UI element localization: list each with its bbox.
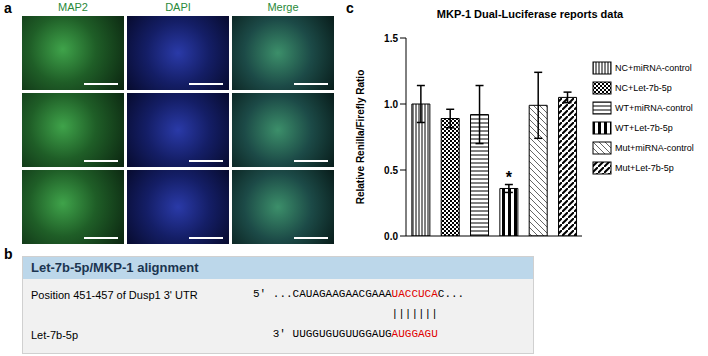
html-text:a: a — [4, 0, 12, 16]
svg-text:*: * — [506, 169, 513, 186]
html-text:Let-7b-5p: Let-7b-5p — [31, 329, 79, 341]
svg-text:1.5: 1.5 — [384, 33, 398, 44]
html-text:WT+Let-7b-5p: WT+Let-7b-5p — [615, 123, 673, 133]
html-text:c: c — [346, 0, 354, 16]
svg-text:Relative Renilla/Firefly Ratio: Relative Renilla/Firefly Ratio — [355, 70, 366, 205]
svg-text:0.5: 0.5 — [384, 165, 398, 176]
html-text:MAP2: MAP2 — [58, 1, 88, 13]
html-text:WT+miRNA-control: WT+miRNA-control — [615, 103, 693, 113]
html-text:b: b — [4, 246, 13, 262]
html-text:NC+Let-7b-5p: NC+Let-7b-5p — [615, 83, 672, 93]
html-text:Position 451-457 of Dusp1 3' U: Position 451-457 of Dusp1 3' UTR — [31, 289, 198, 301]
html-text:Mut+Let-7b-5p: Mut+Let-7b-5p — [615, 163, 674, 173]
html-text:3' UUGGUGUGUUGGAUG AUGGAGU: 3' UUGGUGUGUUGGAUG AUGGAGU — [272, 328, 438, 340]
html-text:Mut+miRNA-control: Mut+miRNA-control — [615, 143, 694, 153]
svg-text:1.0: 1.0 — [384, 99, 398, 110]
html-text:Merge: Merge — [267, 1, 299, 13]
html-text:Let-7b-5p/MKP-1 alignment: Let-7b-5p/MKP-1 alignment — [31, 260, 199, 275]
html-text:MKP-1 Dual-Luciferase reports: MKP-1 Dual-Luciferase reports data — [436, 8, 624, 20]
svg-text:0.0: 0.0 — [384, 231, 398, 242]
html-text:5' ...CAUAGAAGAACGAAA UACCUCA: 5' ...CAUAGAAGAACGAAA UACCUCA C... — [253, 288, 465, 300]
html-text:NC+miRNA-control: NC+miRNA-control — [615, 63, 692, 73]
html-text:DAPI: DAPI — [165, 1, 191, 13]
